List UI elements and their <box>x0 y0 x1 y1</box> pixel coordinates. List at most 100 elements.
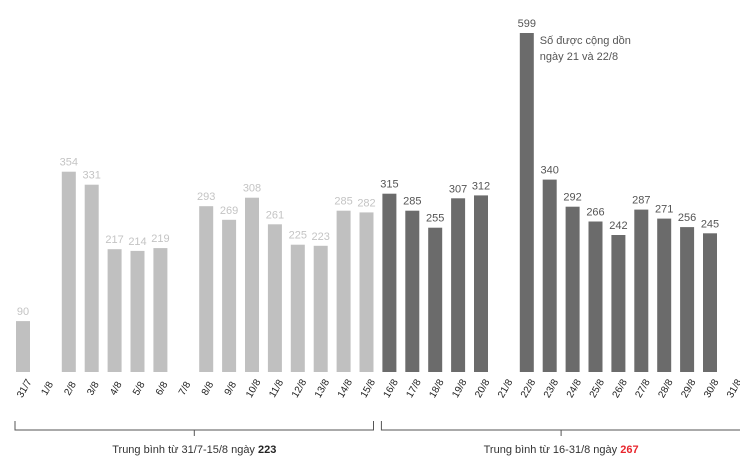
bar-29-8 <box>680 227 695 372</box>
period-summary-value-2: 267 <box>620 444 638 456</box>
value-label-22-8: 599 <box>518 18 536 30</box>
x-tick-28-8: 28/8 <box>656 377 675 400</box>
bar-31-7 <box>16 321 30 372</box>
bar-9-8 <box>222 219 237 372</box>
bar-25-8 <box>588 221 603 372</box>
value-label-24-8: 292 <box>563 192 581 204</box>
bar-8-8 <box>199 206 214 372</box>
value-labels-group: 90 354 331 217 214 219 293 269 308 261 225 223 285 28… <box>17 18 719 318</box>
bar-23-8 <box>542 179 557 372</box>
bar-3-8 <box>84 184 99 372</box>
bar-16-8 <box>382 193 397 372</box>
value-label-15-8: 282 <box>357 197 375 209</box>
value-label-14-8: 285 <box>334 196 352 208</box>
value-label-4-8: 217 <box>105 234 123 246</box>
bar-10-8 <box>245 197 259 372</box>
period-summary-value-1: 223 <box>258 444 276 456</box>
value-label-9-8: 269 <box>220 205 238 217</box>
value-label-10-8: 308 <box>243 183 261 195</box>
bar-2-8 <box>61 171 76 372</box>
period-summary-1: Trung bình từ 31/7-15/8 ngày 223 <box>112 444 276 456</box>
period-summary-text-1: Trung bình từ 31/7-15/8 ngày <box>112 444 258 456</box>
bar-12-8 <box>290 244 305 372</box>
x-tick-20-8: 20/8 <box>473 377 492 400</box>
bar-20-8 <box>474 195 488 372</box>
annotation-line-2: ngày 21 và 22/8 <box>540 51 618 63</box>
x-tick-1-8: 1/8 <box>39 380 56 398</box>
x-tick-29-8: 29/8 <box>679 377 698 400</box>
x-tick-17-8: 17/8 <box>405 377 424 400</box>
bar-11-8 <box>267 224 282 372</box>
x-tick-15-8: 15/8 <box>359 377 378 400</box>
x-tick-4-8: 4/8 <box>108 380 125 398</box>
value-label-16-8: 315 <box>380 179 398 191</box>
x-tick-13-8: 13/8 <box>313 377 332 400</box>
x-tick-21-8: 21/8 <box>496 377 515 400</box>
bar-6-8 <box>153 248 168 372</box>
value-label-30-8: 245 <box>701 218 719 230</box>
bar-24-8 <box>565 206 580 372</box>
x-tick-31-7: 31/7 <box>15 377 34 400</box>
x-tick-6-8: 6/8 <box>154 380 171 398</box>
annotation-group: Số được cộng dồn ngày 21 và 22/8 <box>540 35 631 63</box>
x-tick-18-8: 18/8 <box>427 377 446 400</box>
period-summary-2: Trung bình từ 16-31/8 ngày 267 <box>484 444 639 456</box>
bar-13-8 <box>313 245 328 372</box>
x-tick-7-8: 7/8 <box>177 380 194 398</box>
value-label-31-7: 90 <box>17 306 29 318</box>
bar-18-8 <box>428 227 443 372</box>
value-label-17-8: 285 <box>403 196 421 208</box>
bar-26-8 <box>611 235 626 372</box>
value-label-11-8: 261 <box>266 209 284 221</box>
bar-4-8 <box>107 249 122 372</box>
value-label-29-8: 256 <box>678 212 696 224</box>
x-tick-11-8: 11/8 <box>267 378 286 400</box>
value-label-13-8: 223 <box>312 231 330 243</box>
period-summary-text-2: Trung bình từ 16-31/8 ngày <box>484 444 621 456</box>
x-tick-2-8: 2/8 <box>62 380 79 398</box>
x-tick-31-8: 31/8 <box>725 377 740 400</box>
value-label-19-8: 307 <box>449 183 467 195</box>
bar-27-8 <box>634 209 649 372</box>
x-tick-30-8: 30/8 <box>702 377 721 400</box>
x-tick-27-8: 27/8 <box>634 377 653 400</box>
value-label-8-8: 293 <box>197 191 215 203</box>
value-label-3-8: 331 <box>83 170 101 182</box>
x-tick-10-8: 10/8 <box>244 377 263 400</box>
value-label-12-8: 225 <box>289 230 307 242</box>
x-tick-labels-group: 31/7 1/8 2/8 3/8 4/8 5/8 6/8 7/8 8/8 9/8 10/8 11/8 1… <box>15 377 740 400</box>
value-label-28-8: 271 <box>655 204 673 216</box>
x-tick-16-8: 16/8 <box>382 377 401 400</box>
x-tick-3-8: 3/8 <box>85 380 102 398</box>
value-label-26-8: 242 <box>609 220 627 232</box>
period-bracket-1 <box>14 421 374 431</box>
summary-labels-group: Trung bình từ 31/7-15/8 ngày 223 Trung bì… <box>112 444 638 456</box>
x-tick-12-8: 12/8 <box>290 377 309 400</box>
value-label-25-8: 266 <box>586 207 604 219</box>
value-label-2-8: 354 <box>60 157 78 169</box>
bar-28-8 <box>657 218 672 372</box>
x-tick-26-8: 26/8 <box>611 377 630 400</box>
bar-17-8 <box>405 210 420 372</box>
x-tick-8-8: 8/8 <box>200 380 217 398</box>
bar-5-8 <box>130 250 145 372</box>
x-tick-24-8: 24/8 <box>565 377 584 400</box>
value-label-23-8: 340 <box>541 165 559 177</box>
x-tick-22-8: 22/8 <box>519 377 538 400</box>
period-bracket-2 <box>380 421 740 431</box>
period-brackets-group <box>14 421 740 436</box>
x-tick-5-8: 5/8 <box>131 380 148 398</box>
x-tick-23-8: 23/8 <box>542 377 561 400</box>
x-tick-9-8: 9/8 <box>223 380 240 398</box>
value-label-5-8: 214 <box>128 236 146 248</box>
bar-14-8 <box>336 210 351 372</box>
bar-22-8 <box>519 33 534 372</box>
value-label-27-8: 287 <box>632 195 650 207</box>
value-label-18-8: 255 <box>426 213 444 225</box>
x-tick-14-8: 14/8 <box>336 377 355 400</box>
bar-19-8 <box>451 198 466 372</box>
bar-30-8 <box>703 233 717 372</box>
annotation-line-1: Số được cộng dồn <box>540 35 631 47</box>
